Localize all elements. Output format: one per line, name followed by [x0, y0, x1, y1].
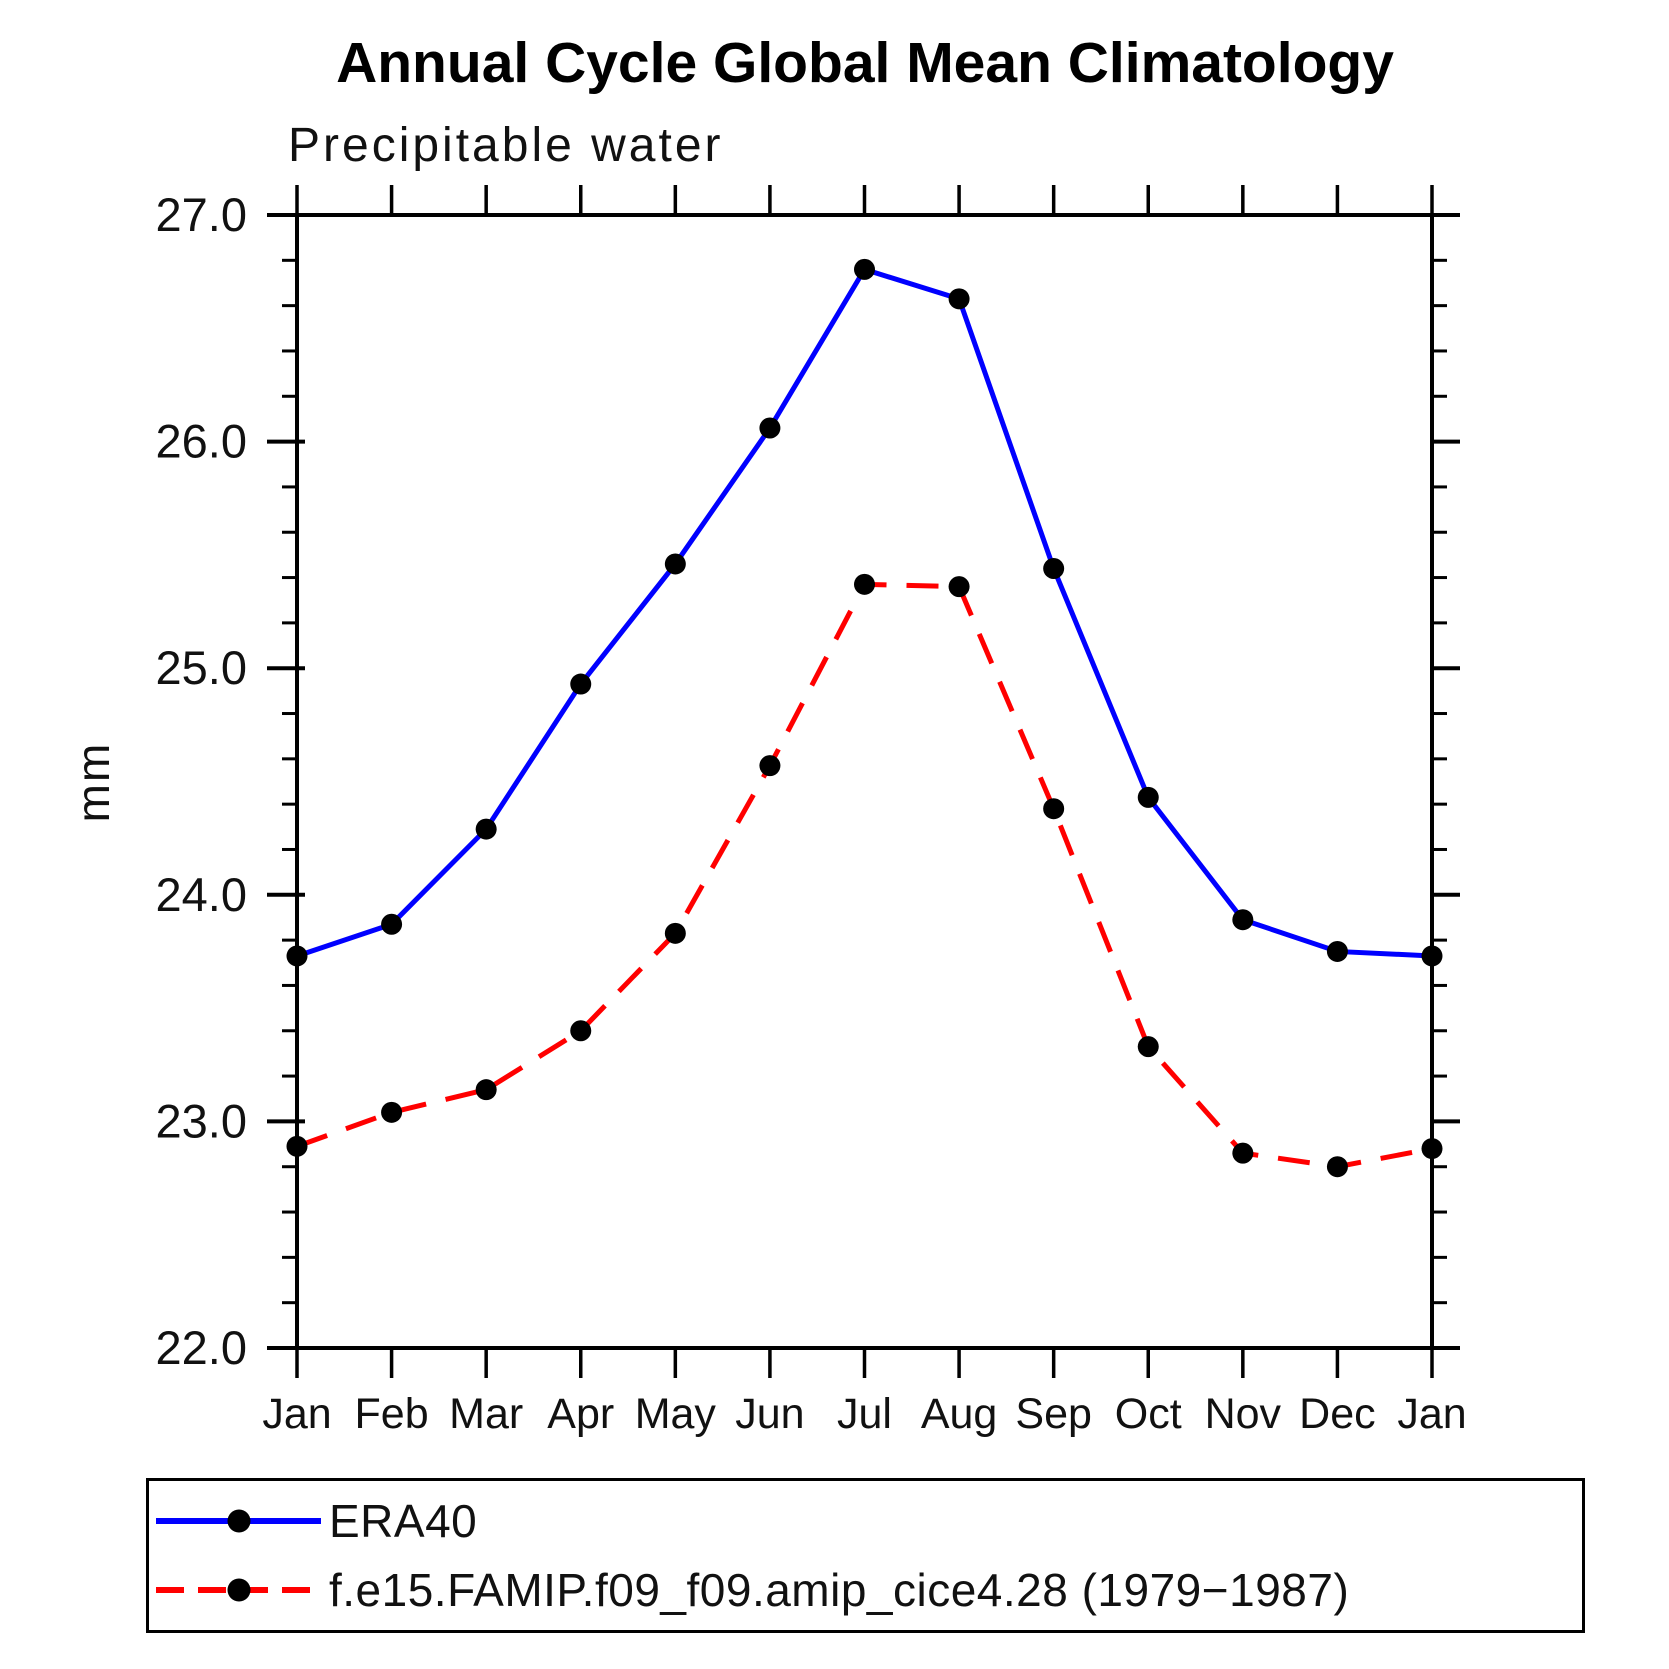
data-point-marker-s0 — [1326, 940, 1348, 962]
x-tick-label: Jan — [262, 1390, 331, 1438]
x-tick-label: Oct — [1115, 1390, 1182, 1438]
data-point-marker-s0 — [1232, 909, 1254, 931]
x-tick-label: Nov — [1205, 1390, 1282, 1438]
data-point-marker-s0 — [1043, 557, 1065, 579]
legend-marker-dot — [227, 1509, 251, 1532]
data-point-marker-s1 — [948, 576, 970, 598]
y-tick-label: 26.0 — [156, 415, 247, 468]
legend-item-model: f.e15.FAMIP.f09_f09.amip_cice4.28 (1979−… — [149, 1555, 1582, 1624]
legend-label-era40: ERA40 — [329, 1494, 478, 1547]
data-point-marker-s1 — [381, 1101, 403, 1123]
chart-title: Annual Cycle Global Mean Climatology — [336, 31, 1394, 95]
y-tick-label: 23.0 — [156, 1094, 247, 1147]
x-tick-label: Jul — [837, 1390, 892, 1438]
data-point-marker-s0 — [1421, 945, 1443, 967]
y-tick-label: 27.0 — [156, 188, 247, 241]
data-point-marker-s1 — [570, 1020, 592, 1042]
x-tick-label: May — [635, 1390, 717, 1438]
data-point-marker-s1 — [475, 1079, 497, 1101]
x-tick-label: Apr — [547, 1390, 614, 1438]
x-tick-label: Dec — [1299, 1390, 1375, 1438]
data-point-marker-s1 — [1326, 1156, 1348, 1178]
chart-subtitle: Precipitable water — [288, 119, 724, 172]
x-tick-label: Jan — [1397, 1390, 1466, 1438]
legend-marker-dot — [227, 1578, 251, 1601]
series-line-0 — [296, 266, 1433, 959]
data-point-marker-s1 — [286, 1135, 308, 1157]
series-line-1 — [296, 581, 1433, 1170]
x-tick-label: Mar — [449, 1390, 523, 1438]
legend-line-sample-solid — [156, 1509, 321, 1532]
legend-line-sample-dashed — [156, 1578, 321, 1601]
x-tick-label: Jun — [735, 1390, 804, 1438]
data-point-marker-s1 — [1232, 1142, 1254, 1164]
data-point-marker-s1 — [854, 573, 875, 595]
data-point-marker-s0 — [1137, 786, 1159, 808]
data-point-marker-s1 — [1421, 1138, 1443, 1160]
data-point-marker-s1 — [664, 922, 686, 944]
data-point-marker-s0 — [381, 913, 403, 935]
data-point-marker-s0 — [286, 945, 308, 967]
data-point-marker-s0 — [475, 818, 497, 840]
x-tick-label: Sep — [1015, 1390, 1092, 1438]
data-point-marker-s1 — [1043, 798, 1065, 820]
data-point-marker-s0 — [948, 288, 970, 310]
x-tick-label: Aug — [921, 1390, 998, 1438]
plot-frame — [295, 213, 1434, 1350]
legend-item-era40: ERA40 — [149, 1486, 1582, 1555]
data-point-marker-s1 — [1137, 1036, 1159, 1058]
y-tick-label: 25.0 — [156, 641, 247, 694]
data-point-marker-s1 — [759, 755, 781, 777]
legend: ERA40 f.e15.FAMIP.f09_f09.amip_cice4.28 … — [146, 1478, 1585, 1633]
legend-label-model: f.e15.FAMIP.f09_f09.amip_cice4.28 (1979−… — [329, 1563, 1350, 1616]
x-tick-label: Feb — [355, 1390, 429, 1438]
y-tick-label: 24.0 — [156, 868, 247, 921]
data-point-marker-s0 — [664, 553, 686, 575]
data-point-marker-s0 — [570, 673, 592, 695]
data-point-marker-s0 — [854, 258, 875, 280]
data-point-marker-s0 — [759, 417, 781, 439]
y-tick-label: 22.0 — [156, 1321, 247, 1374]
